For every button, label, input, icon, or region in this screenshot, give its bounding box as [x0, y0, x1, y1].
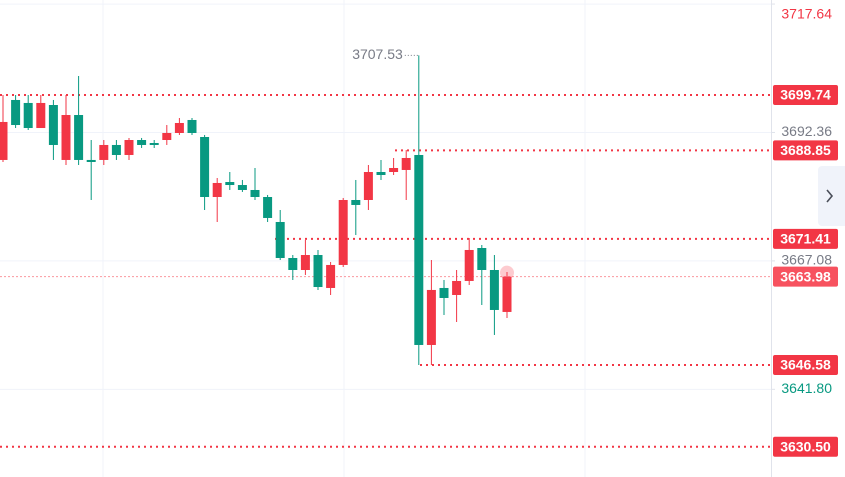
candle-body [288, 258, 298, 270]
candle-body [464, 249, 474, 281]
candle-body [300, 255, 310, 270]
price-tag-bg [773, 266, 838, 287]
candle-body [426, 289, 436, 345]
y-tick-label: 3717.64 [781, 6, 832, 22]
candle-body [376, 172, 386, 176]
candle-body [124, 140, 134, 155]
overlay: 3707.53 [352, 46, 514, 280]
price-tag-bg [773, 436, 838, 457]
candle-body [0, 121, 8, 160]
candle-body [250, 189, 260, 197]
y-tick-label: 3641.80 [781, 380, 832, 396]
candle-body [477, 247, 487, 270]
candle-body [502, 276, 512, 312]
candle-body [11, 99, 21, 126]
candle-body [414, 154, 424, 345]
price-tag-bg [773, 228, 838, 249]
y-tick-label: 3692.36 [781, 123, 832, 139]
candle-body [36, 102, 46, 129]
price-tag-label: 3663.98 [780, 268, 831, 284]
price-tag-label: 3688.85 [780, 142, 831, 158]
candle-body [452, 280, 462, 295]
candle-body [389, 167, 399, 173]
chevron-icon[interactable] [826, 189, 834, 203]
high-label: 3707.53 [352, 46, 403, 62]
candle-body [275, 221, 285, 259]
candle-body [187, 119, 197, 133]
candle-body [225, 182, 235, 186]
candle-body [313, 255, 323, 288]
price-tag-label: 3671.41 [780, 231, 831, 247]
candle-body [174, 122, 184, 133]
price-lines [0, 3, 771, 448]
candle-body [263, 196, 273, 218]
candle-body [338, 199, 348, 265]
candle-body [137, 140, 147, 145]
y-tick-label: 3667.08 [781, 252, 832, 268]
candle-body [200, 137, 210, 197]
candle-body [212, 182, 222, 197]
last-price-glow [500, 265, 514, 280]
candle-body [61, 115, 71, 160]
candle-body [23, 102, 33, 129]
price-tag-bg [773, 355, 838, 376]
candle-body [326, 264, 336, 288]
price-tag-label: 3630.50 [780, 438, 831, 454]
price-tag-bg [773, 140, 838, 161]
candle-body [351, 199, 361, 205]
candle-body [237, 185, 247, 190]
candle-body [439, 287, 449, 298]
candle-body [149, 142, 159, 145]
candles [0, 55, 512, 366]
price-tag-label: 3646.58 [780, 357, 831, 373]
candle-body [111, 144, 121, 155]
candle-body [489, 269, 499, 310]
candle-body [162, 132, 172, 141]
price-tag-bg [773, 84, 838, 105]
candle-body [48, 105, 58, 145]
candle-body [86, 159, 96, 162]
price-tag-label: 3699.74 [780, 87, 831, 103]
price-axis: 3717.64 3692.36 3667.08 3641.80 3699.74 3688.… [771, 3, 838, 457]
candle-body [401, 157, 411, 170]
candle-body [363, 172, 373, 200]
collapse-button[interactable] [818, 166, 845, 226]
candle-body [74, 115, 84, 160]
candle-body [99, 144, 109, 160]
